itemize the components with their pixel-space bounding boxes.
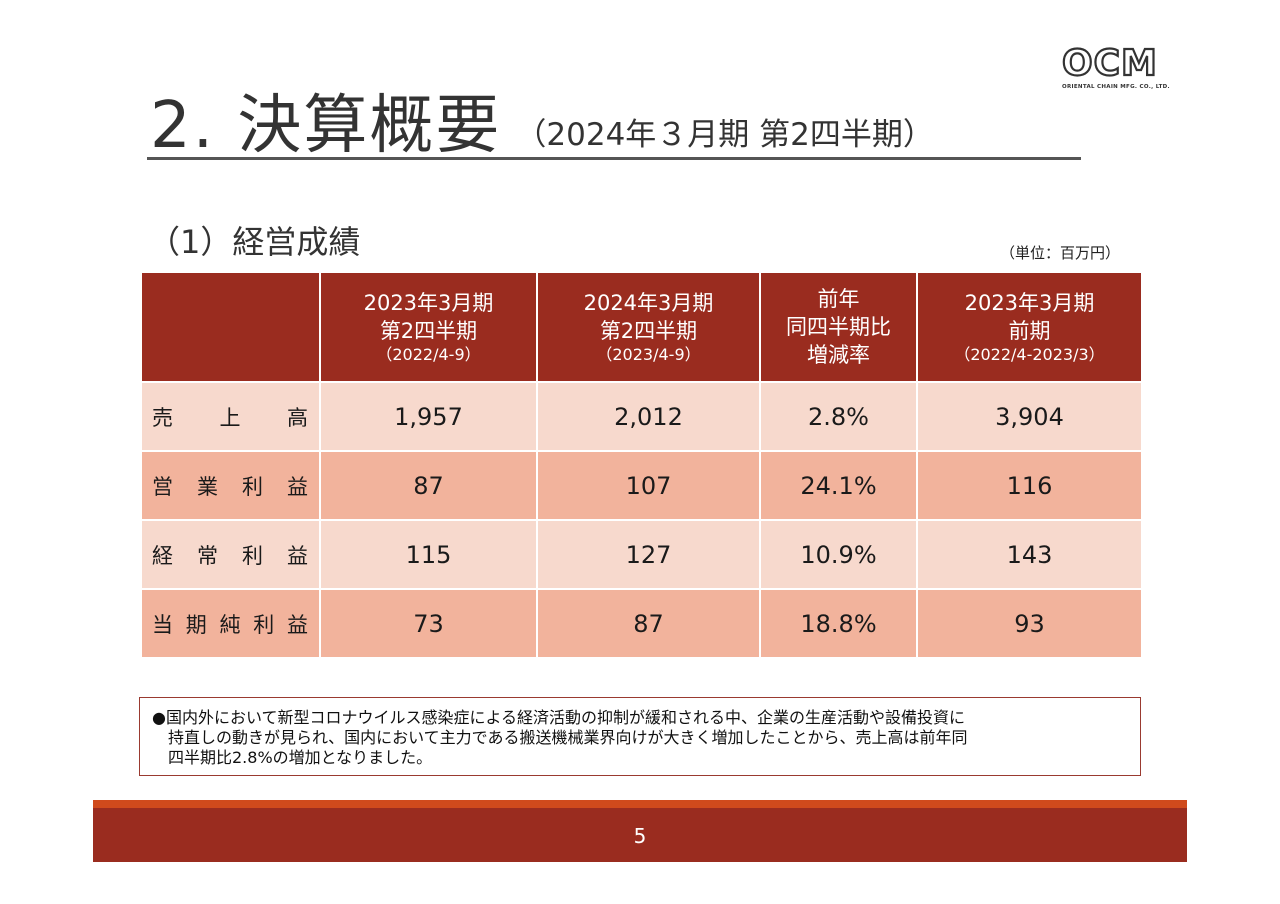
title-underline [147,157,1081,160]
row-label-char: 純 [219,612,241,637]
table-cell: 18.8% [759,588,918,659]
header-cell-yoy-change: 前年 同四半期比 増減率 [759,271,918,383]
operating-results-table: 2023年3月期 第2四半期 （2022/4-9） 2024年3月期 第2四半期… [140,271,1143,659]
table-row-ordinary-income: 経 常 利 益 115 127 10.9% 143 [140,519,1143,590]
header-cell-fy2024-q2: 2024年3月期 第2四半期 （2023/4-9） [536,271,761,383]
table-row-net-sales: 売 上 高 1,957 2,012 2.8% 3,904 [140,381,1143,452]
commentary-line: 持直しの動きが見られ、国内において主力である搬送機械業界向けが大きく増加したこと… [168,728,968,747]
row-label-char: 当 [152,612,173,637]
row-label-char: 営 [152,474,173,499]
row-label-char: 期 [185,612,207,637]
table-row-operating-income: 営 業 利 益 87 107 24.1% 116 [140,450,1143,521]
commentary-line: ●国内外において新型コロナウイルス感染症による経済活動の抑制が緩和される中、企業… [152,708,966,727]
header-line: 第2四半期 [379,319,478,343]
company-logo: O C M ORIENTAL CHAIN MFG. CO., LTD. [1061,43,1176,94]
page-number: 5 [633,824,647,848]
logo-company-name: ORIENTAL CHAIN MFG. CO., LTD. [1062,84,1170,90]
table-header-row: 2023年3月期 第2四半期 （2022/4-9） 2024年3月期 第2四半期… [140,271,1143,383]
header-line: 同四半期比 [786,315,891,339]
row-label-char: 利 [242,543,263,568]
table-cell: 3,904 [916,381,1143,452]
table-cell: 10.9% [759,519,918,590]
table-cell: 24.1% [759,450,918,521]
logo-letter-c: C [1092,43,1121,84]
table-cell: 93 [916,588,1143,659]
header-line: 2024年3月期 [583,291,714,315]
row-label-char: 業 [197,474,218,499]
row-label-char: 経 [152,543,173,568]
header-line: 第2四半期 [599,319,698,343]
commentary-box: ●国内外において新型コロナウイルス感染症による経済活動の抑制が緩和される中、企業… [139,697,1141,776]
header-period: （2022/4-2023/3） [954,345,1105,364]
section-title: （1）経営成績 [148,223,361,261]
footer-bar: 5 [93,808,1187,862]
table-cell: 115 [319,519,538,590]
row-label-char: 益 [287,543,308,568]
table-cell: 143 [916,519,1143,590]
header-period: （2022/4-9） [376,345,481,364]
page-title: 2. 決算概要 （2024年３月期 第2四半期） [150,84,934,162]
table-cell: 87 [319,450,538,521]
row-label: 売 上 高 [140,381,321,452]
row-label: 営 業 利 益 [140,450,321,521]
table-cell: 116 [916,450,1143,521]
row-label-char: 上 [219,405,241,430]
logo-letter-o: O [1061,43,1094,84]
table-cell: 2.8% [759,381,918,452]
page-title-period: （2024年３月期 第2四半期） [515,117,934,153]
logo-letter-m: M [1120,43,1158,84]
logo-letters: O C M [1061,43,1176,84]
row-label-char: 利 [253,612,275,637]
header-line: 増減率 [807,343,870,367]
table-cell: 2,012 [536,381,761,452]
header-period: （2023/4-9） [596,345,701,364]
row-label-char: 利 [242,474,263,499]
row-label-char: 益 [287,612,308,637]
table-cell: 1,957 [319,381,538,452]
header-cell-empty [140,271,321,383]
row-label-char: 高 [287,405,308,430]
header-line: 前期 [1008,319,1051,343]
page-title-main: 2. 決算概要 [150,89,502,163]
unit-label: （単位：百万円） [1000,244,1121,262]
header-line: 前年 [817,287,860,311]
header-cell-fy2023-full: 2023年3月期 前期 （2022/4-2023/3） [916,271,1143,383]
row-label-char: 売 [152,405,173,430]
row-label-char: 常 [197,543,218,568]
table-row-net-income: 当 期 純 利 益 73 87 18.8% 93 [140,588,1143,659]
table-cell: 127 [536,519,761,590]
row-label: 当 期 純 利 益 [140,588,321,659]
row-label: 経 常 利 益 [140,519,321,590]
table-cell: 73 [319,588,538,659]
header-line: 2023年3月期 [964,291,1095,315]
header-cell-fy2023-q2: 2023年3月期 第2四半期 （2022/4-9） [319,271,538,383]
row-label-char: 益 [287,474,308,499]
commentary-line: 四半期比2.8%の増加となりました。 [168,748,433,767]
footer-accent-stripe [93,800,1187,808]
header-line: 2023年3月期 [363,291,494,315]
table-cell: 107 [536,450,761,521]
table-cell: 87 [536,588,761,659]
